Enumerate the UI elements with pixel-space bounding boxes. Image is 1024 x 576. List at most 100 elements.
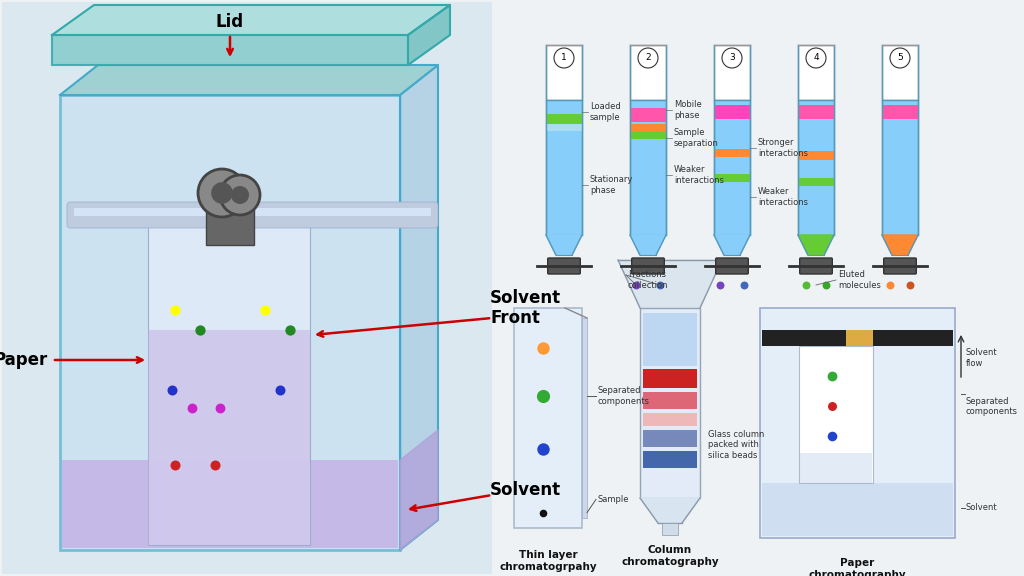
FancyBboxPatch shape <box>798 179 834 187</box>
FancyBboxPatch shape <box>714 175 750 181</box>
Text: Separated
components: Separated components <box>597 386 649 406</box>
Circle shape <box>722 48 742 68</box>
Text: Solvent
flow: Solvent flow <box>966 348 997 367</box>
Text: Mobile
phase: Mobile phase <box>674 100 701 120</box>
FancyBboxPatch shape <box>52 35 408 65</box>
FancyBboxPatch shape <box>630 132 666 139</box>
Polygon shape <box>52 5 450 35</box>
Point <box>282 325 298 335</box>
Text: Solvent
Front: Solvent Front <box>490 289 561 327</box>
Text: Thin layer
chromatogrpahy: Thin layer chromatogrpahy <box>499 550 597 571</box>
FancyBboxPatch shape <box>846 330 873 346</box>
FancyBboxPatch shape <box>800 258 833 274</box>
Circle shape <box>638 48 658 68</box>
FancyBboxPatch shape <box>882 100 918 235</box>
Polygon shape <box>882 235 918 255</box>
Polygon shape <box>640 498 700 523</box>
Text: Eluted
molecules: Eluted molecules <box>838 270 881 290</box>
Text: Loaded
sample: Loaded sample <box>590 103 621 122</box>
FancyBboxPatch shape <box>799 346 873 483</box>
FancyBboxPatch shape <box>546 100 582 235</box>
FancyBboxPatch shape <box>546 113 582 124</box>
Circle shape <box>211 182 232 204</box>
FancyBboxPatch shape <box>662 523 678 535</box>
FancyBboxPatch shape <box>714 149 750 157</box>
FancyBboxPatch shape <box>884 258 916 274</box>
Point <box>167 305 183 314</box>
FancyBboxPatch shape <box>630 45 666 100</box>
FancyBboxPatch shape <box>546 45 582 100</box>
Text: Stronger
interactions: Stronger interactions <box>758 138 808 158</box>
Point <box>167 460 183 469</box>
Point <box>257 305 273 314</box>
Text: 4: 4 <box>813 54 819 63</box>
FancyBboxPatch shape <box>643 450 697 468</box>
Point <box>535 392 551 401</box>
Point <box>535 444 551 453</box>
Point <box>164 385 180 395</box>
Polygon shape <box>798 235 834 255</box>
FancyBboxPatch shape <box>800 453 872 483</box>
FancyBboxPatch shape <box>546 124 582 131</box>
Point <box>798 281 814 290</box>
Point <box>902 281 919 290</box>
Polygon shape <box>408 5 450 65</box>
Text: Paper
chromatography: Paper chromatography <box>809 558 906 576</box>
FancyBboxPatch shape <box>760 308 955 538</box>
Point <box>212 403 228 412</box>
Text: Sample
separation: Sample separation <box>674 128 719 147</box>
Point <box>824 401 841 411</box>
Point <box>712 281 728 290</box>
Text: Lid: Lid <box>216 13 244 31</box>
Circle shape <box>231 186 249 204</box>
Text: Column
chromatography: Column chromatography <box>622 545 719 567</box>
Point <box>207 460 223 469</box>
FancyBboxPatch shape <box>640 308 700 498</box>
FancyBboxPatch shape <box>632 258 665 274</box>
FancyBboxPatch shape <box>643 430 697 447</box>
Text: Separated
components: Separated components <box>966 397 1018 416</box>
FancyBboxPatch shape <box>643 392 697 409</box>
Circle shape <box>220 175 260 215</box>
Text: Sample: Sample <box>597 495 629 504</box>
Text: Stationary
phase: Stationary phase <box>590 175 634 195</box>
FancyBboxPatch shape <box>148 205 310 545</box>
Text: Weaker
interactions: Weaker interactions <box>758 187 808 207</box>
Point <box>271 385 288 395</box>
FancyBboxPatch shape <box>582 318 587 518</box>
Text: Weaker
interactions: Weaker interactions <box>674 165 724 185</box>
Polygon shape <box>400 430 438 550</box>
Text: Solvent: Solvent <box>490 481 561 499</box>
FancyBboxPatch shape <box>148 330 310 545</box>
FancyBboxPatch shape <box>714 100 750 235</box>
Point <box>818 281 835 290</box>
FancyBboxPatch shape <box>206 203 254 245</box>
FancyBboxPatch shape <box>643 412 697 426</box>
FancyBboxPatch shape <box>714 105 750 119</box>
FancyBboxPatch shape <box>643 313 697 366</box>
FancyBboxPatch shape <box>643 369 697 388</box>
FancyBboxPatch shape <box>714 45 750 100</box>
Polygon shape <box>546 235 582 255</box>
FancyBboxPatch shape <box>62 460 398 548</box>
Text: Glass column
packed with
silica beads: Glass column packed with silica beads <box>708 430 764 460</box>
FancyBboxPatch shape <box>514 308 582 528</box>
FancyBboxPatch shape <box>882 45 918 100</box>
Point <box>824 432 841 441</box>
Circle shape <box>890 48 910 68</box>
FancyBboxPatch shape <box>2 2 492 574</box>
Point <box>736 281 753 290</box>
FancyBboxPatch shape <box>630 124 666 132</box>
FancyBboxPatch shape <box>798 105 834 119</box>
Point <box>535 343 551 352</box>
FancyBboxPatch shape <box>716 258 749 274</box>
Polygon shape <box>400 65 438 550</box>
Circle shape <box>198 169 246 217</box>
Text: 3: 3 <box>729 54 735 63</box>
FancyBboxPatch shape <box>882 105 918 119</box>
FancyBboxPatch shape <box>798 45 834 100</box>
Text: Paper: Paper <box>0 351 48 369</box>
Text: 1: 1 <box>561 54 567 63</box>
Text: 5: 5 <box>897 54 903 63</box>
Point <box>628 281 644 290</box>
